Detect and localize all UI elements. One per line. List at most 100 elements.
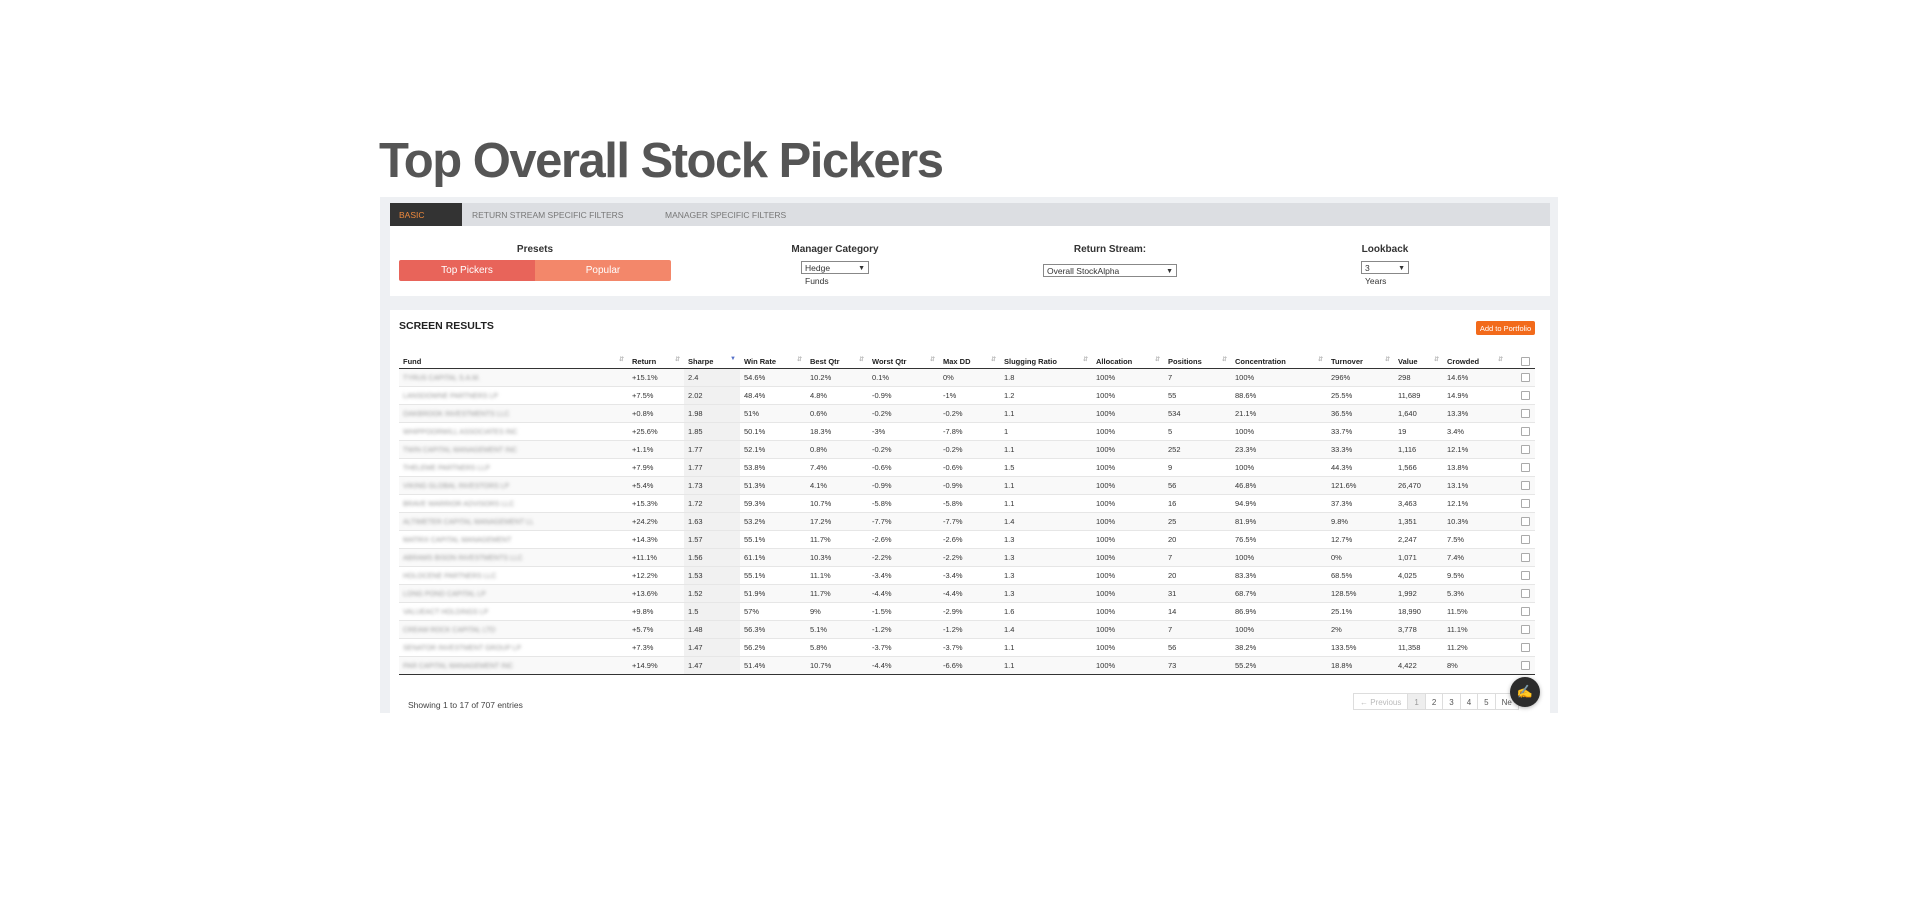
fund-name[interactable]: TYRUS CAPITAL S.A.M. (403, 375, 481, 382)
column-header[interactable]: Slugging Ratio ⇵ (1000, 354, 1092, 369)
table-row[interactable]: VALUEACT HOLDINGS LP +9.8% 1.5 57% 9% -1.5% -2… (399, 602, 1535, 621)
column-header[interactable]: Win Rate ⇵ (740, 354, 806, 369)
table-cell: 100% (1092, 422, 1164, 441)
cell-value: 19 (1398, 427, 1407, 436)
page-button[interactable]: 5 (1477, 693, 1496, 710)
row-checkbox[interactable] (1521, 517, 1530, 527)
fund-name[interactable]: SENATOR INVESTMENT GROUP LP (403, 645, 522, 652)
row-checkbox[interactable] (1521, 391, 1530, 401)
column-header[interactable]: Best Qtr ⇵ (806, 354, 868, 369)
table-cell: 100% (1092, 386, 1164, 405)
fund-name[interactable]: ALTIMETER CAPITAL MANAGEMENT LL (403, 519, 534, 526)
tab-return-stream-filters[interactable]: RETURN STREAM SPECIFIC FILTERS (472, 210, 624, 220)
fund-name[interactable]: THELEME PARTNERS LLP (403, 465, 490, 472)
table-row[interactable]: CREAM ROCK CAPITAL LTD +5.7% 1.48 56.3% 5.1%… (399, 620, 1535, 639)
column-header[interactable]: Sharpe ▼ (684, 354, 740, 369)
table-row[interactable]: HOLOCENE PARTNERS LLC +12.2% 1.53 55.1% 11.1… (399, 566, 1535, 585)
fund-name[interactable]: VALUEACT HOLDINGS LP (403, 609, 489, 616)
fund-name[interactable]: BRAVE WARRIOR ADVISORS LLC (403, 501, 515, 508)
fund-name[interactable]: CREAM ROCK CAPITAL LTD (403, 627, 496, 634)
manager-category-select[interactable]: Hedge Funds ▼ (801, 261, 869, 286)
table-row[interactable]: BRAVE WARRIOR ADVISORS LLC +15.3% 1.72 59.3… (399, 494, 1535, 513)
fund-name[interactable]: WHIPPOORWILL ASSOCIATES INC (403, 429, 518, 436)
fund-name[interactable]: LONG POND CAPITAL LP (403, 591, 486, 598)
chat-bubble-icon[interactable]: ✍ (1510, 677, 1540, 707)
row-checkbox[interactable] (1521, 463, 1530, 473)
row-checkbox[interactable] (1521, 589, 1530, 599)
table-row[interactable]: SENATOR INVESTMENT GROUP LP +7.3% 1.47 56.2… (399, 638, 1535, 657)
cell-value: 1.5 (688, 607, 699, 616)
row-checkbox[interactable] (1521, 373, 1530, 383)
table-row[interactable]: TYRUS CAPITAL S.A.M. +15.1% 2.4 54.6% 10.2% 0… (399, 368, 1535, 387)
table-cell: -3.4% (939, 566, 1000, 585)
row-checkbox[interactable] (1521, 643, 1530, 653)
lookback-select[interactable]: 3 Years ▼ (1361, 261, 1409, 286)
table-row[interactable]: ABRAMS BISON INVESTMENTS LLC +11.1% 1.56 61… (399, 548, 1535, 567)
return-stream-select[interactable]: Overall StockAlpha ▼ (1043, 264, 1177, 277)
row-checkbox[interactable] (1521, 571, 1530, 581)
cell-value: +7.9% (632, 463, 654, 472)
page-button[interactable]: 3 (1442, 693, 1461, 710)
popular-button[interactable]: Popular (535, 260, 671, 281)
column-header[interactable]: Crowded ⇵ (1443, 354, 1507, 369)
column-header[interactable]: Turnover ⇵ (1327, 354, 1394, 369)
page-button[interactable]: 2 (1424, 693, 1444, 710)
row-checkbox[interactable] (1521, 625, 1530, 635)
table-row[interactable]: VIKING GLOBAL INVESTORS LP +5.4% 1.73 51.3%… (399, 476, 1535, 495)
column-header[interactable]: Worst Qtr ⇵ (868, 354, 939, 369)
page-button[interactable]: 4 (1459, 693, 1479, 710)
fund-name[interactable]: TWIN CAPITAL MANAGEMENT INC (403, 447, 518, 454)
column-header-label: Crowded (1447, 356, 1480, 366)
previous-page-button[interactable]: ← Previous (1353, 693, 1409, 710)
select-cell (1507, 566, 1535, 585)
table-cell: 1.1 (1000, 440, 1092, 459)
table-row[interactable]: PAR CAPITAL MANAGEMENT INC +14.9% 1.47 51.4… (399, 656, 1535, 675)
table-row[interactable]: OAKBROOK INVESTMENTS LLC +0.8% 1.98 51% 0.6%… (399, 404, 1535, 423)
row-checkbox[interactable] (1521, 535, 1530, 545)
cell-value: 59.3% (744, 499, 766, 508)
column-header[interactable]: Fund ⇵ (399, 354, 628, 369)
page-button[interactable]: 1 (1407, 693, 1426, 710)
select-all-checkbox[interactable] (1521, 356, 1530, 366)
top-pickers-button[interactable]: Top Pickers (399, 260, 535, 281)
tab-manager-filters[interactable]: MANAGER SPECIFIC FILTERS (665, 210, 787, 220)
column-header[interactable]: Allocation ⇵ (1092, 354, 1164, 369)
column-header[interactable]: Concentration ⇵ (1231, 354, 1327, 369)
fund-name[interactable]: VIKING GLOBAL INVESTORS LP (403, 483, 510, 490)
table-row[interactable]: THELEME PARTNERS LLP +7.9% 1.77 53.8% 7.4% -0… (399, 458, 1535, 477)
cell-value: 5.3% (1447, 589, 1465, 598)
column-header[interactable]: Positions ⇵ (1164, 354, 1231, 369)
table-row[interactable]: TWIN CAPITAL MANAGEMENT INC +1.1% 1.77 52.1… (399, 440, 1535, 459)
row-checkbox[interactable] (1521, 553, 1530, 563)
row-checkbox[interactable] (1521, 427, 1530, 437)
table-row[interactable]: WHIPPOORWILL ASSOCIATES INC +25.6% 1.85 50.… (399, 422, 1535, 441)
cell-value: 100% (1096, 535, 1116, 544)
table-row[interactable]: MATRIX CAPITAL MANAGEMENT +14.3% 1.57 55.1%… (399, 530, 1535, 549)
add-to-portfolio-button[interactable]: Add to Portfolio (1476, 321, 1535, 335)
row-checkbox[interactable] (1521, 445, 1530, 455)
table-cell: 5.1% (806, 620, 868, 639)
fund-name[interactable]: MATRIX CAPITAL MANAGEMENT (403, 537, 512, 544)
cell-value: 100% (1096, 373, 1116, 382)
row-checkbox[interactable] (1521, 661, 1530, 671)
table-cell: 56.2% (740, 638, 806, 657)
row-checkbox[interactable] (1521, 607, 1530, 617)
column-header[interactable]: Value ⇵ (1394, 354, 1443, 369)
table-row[interactable]: LONG POND CAPITAL LP +13.6% 1.52 51.9% 11.7%… (399, 584, 1535, 603)
fund-name[interactable]: PAR CAPITAL MANAGEMENT INC (403, 663, 514, 670)
fund-name[interactable]: LANSDOWNE PARTNERS LP (403, 393, 499, 400)
table-cell: 0% (939, 368, 1000, 387)
fund-name[interactable]: OAKBROOK INVESTMENTS LLC (403, 411, 510, 418)
cell-value: 1.77 (688, 445, 703, 454)
fund-name[interactable]: HOLOCENE PARTNERS LLC (403, 573, 497, 580)
table-cell: -0.2% (939, 440, 1000, 459)
row-checkbox[interactable] (1521, 409, 1530, 419)
column-header[interactable]: Return ⇵ (628, 354, 684, 369)
column-header[interactable]: Max DD ⇵ (939, 354, 1000, 369)
table-row[interactable]: LANSDOWNE PARTNERS LP +7.5% 2.02 48.4% 4.8% -… (399, 386, 1535, 405)
tab-basic-filters[interactable]: BASIC FILTERS (390, 203, 462, 244)
table-row[interactable]: ALTIMETER CAPITAL MANAGEMENT LL +24.2% 1.6… (399, 512, 1535, 531)
row-checkbox[interactable] (1521, 499, 1530, 509)
fund-name[interactable]: ABRAMS BISON INVESTMENTS LLC (403, 555, 523, 562)
row-checkbox[interactable] (1521, 481, 1530, 491)
